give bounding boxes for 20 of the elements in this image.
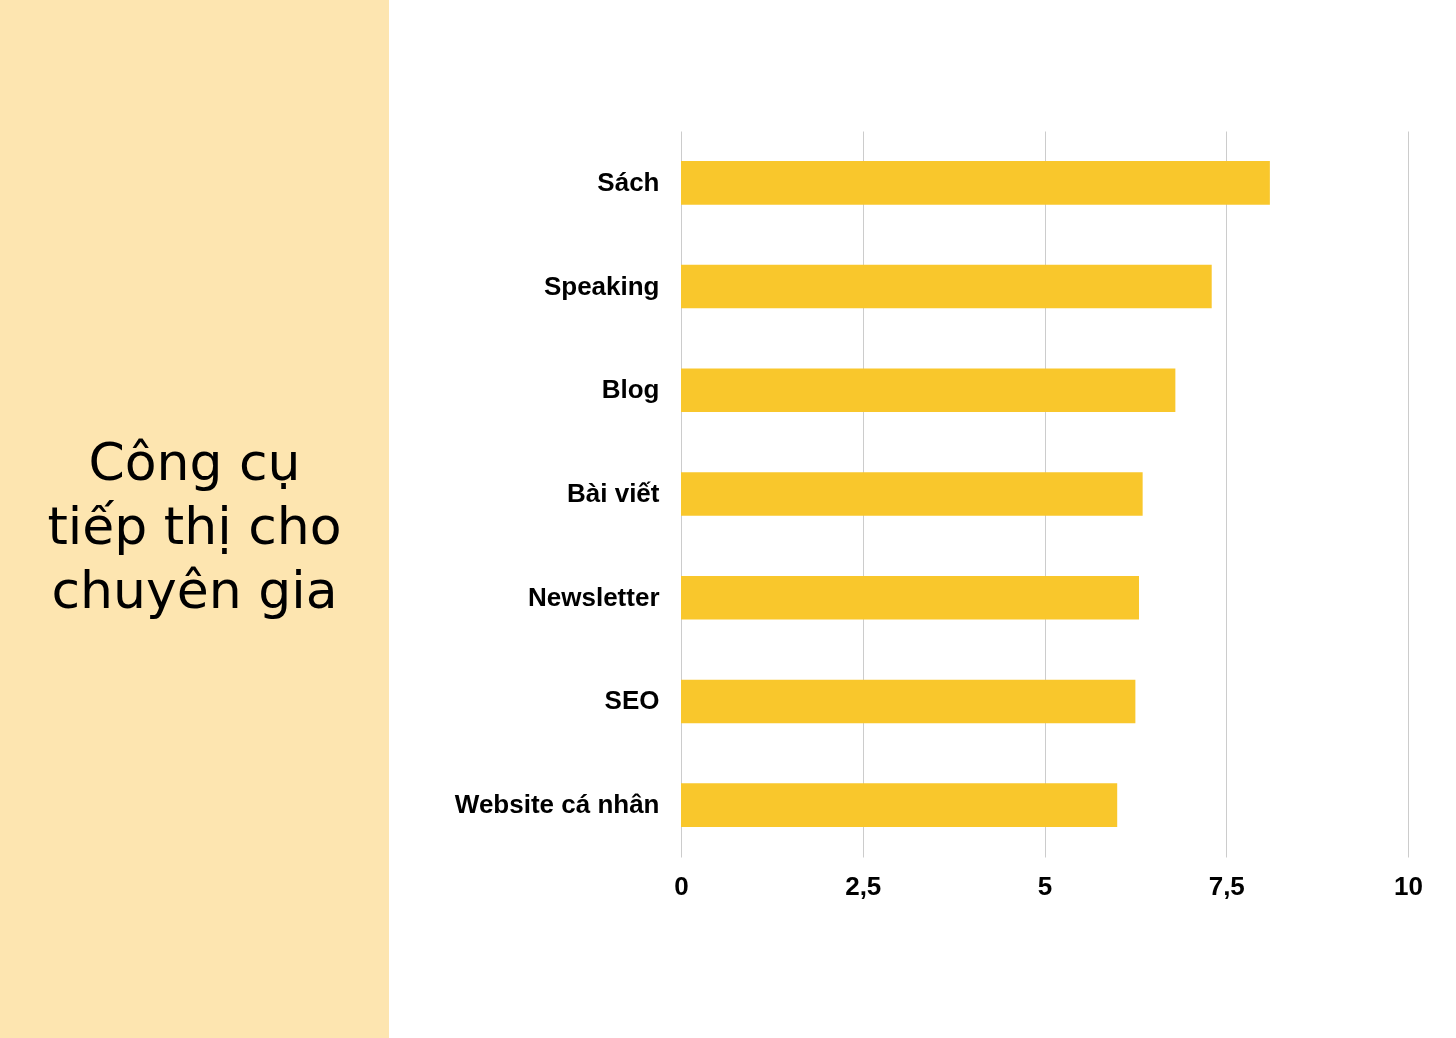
y-tick-label: Newsletter: [528, 581, 660, 612]
bar: [681, 264, 1212, 309]
y-tick-label: Speaking: [543, 270, 660, 301]
y-tick-label: Sách: [597, 166, 660, 197]
bar: [681, 368, 1176, 413]
text: Công cụ tiếp thị cho chuyên gia: [46, 431, 343, 622]
x-tick-label: 10: [1394, 870, 1423, 901]
y-tick-label: Bài viết: [567, 478, 660, 508]
x-tick-label: 0: [674, 870, 689, 901]
bar: [681, 575, 1140, 620]
bar: [681, 472, 1143, 516]
x-tick-label: 5: [1037, 870, 1053, 901]
y-tick-label: Blog: [601, 374, 660, 405]
bar: [681, 783, 1118, 827]
bar: [681, 161, 1270, 205]
x-tick-label: 2,5: [845, 870, 882, 901]
x-tick-label: 7,5: [1208, 870, 1245, 901]
y-tick-label: SEO: [604, 685, 660, 716]
y-tick-label: Website cá nhân: [454, 789, 660, 820]
bar: [681, 679, 1136, 724]
